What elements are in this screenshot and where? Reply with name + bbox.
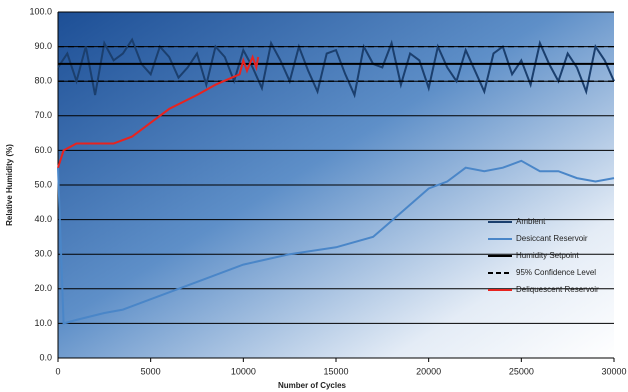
x-tick-label: 15000	[323, 366, 348, 376]
y-axis-title: Relative Humidity (%)	[5, 144, 14, 226]
x-tick-label: 0	[55, 366, 60, 376]
x-tick-label: 5000	[141, 366, 161, 376]
y-tick-label: 60.0	[34, 145, 52, 155]
x-tick-label: 30000	[601, 366, 626, 376]
series-line	[58, 45, 614, 82]
legend-label: Desiccant Reservoir	[516, 234, 588, 243]
y-tick-label: 100.0	[29, 6, 52, 16]
series-line	[57, 37, 615, 99]
legend-label: Ambient	[516, 217, 546, 226]
series-line	[57, 159, 615, 325]
y-tick-label: 30.0	[34, 249, 52, 259]
y-tick-label: 80.0	[34, 76, 52, 86]
x-tick-label: 20000	[416, 366, 441, 376]
series-line	[57, 54, 260, 169]
legend-label: Deliquescent Reservoir	[516, 285, 599, 294]
y-tick-label: 70.0	[34, 110, 52, 120]
y-tick-label: 0.0	[39, 352, 52, 362]
y-tick-label: 40.0	[34, 214, 52, 224]
x-tick-label: 10000	[231, 366, 256, 376]
y-tick-label: 10.0	[34, 318, 52, 328]
y-tick-label: 50.0	[34, 179, 52, 189]
legend-label: 95% Confidence Level	[516, 268, 596, 277]
y-tick-label: 20.0	[34, 283, 52, 293]
x-axis-title: Number of Cycles	[278, 381, 347, 390]
y-tick-label: 90.0	[34, 41, 52, 51]
legend-label: Humidity Setpoint	[516, 251, 579, 260]
x-tick-label: 25000	[509, 366, 534, 376]
